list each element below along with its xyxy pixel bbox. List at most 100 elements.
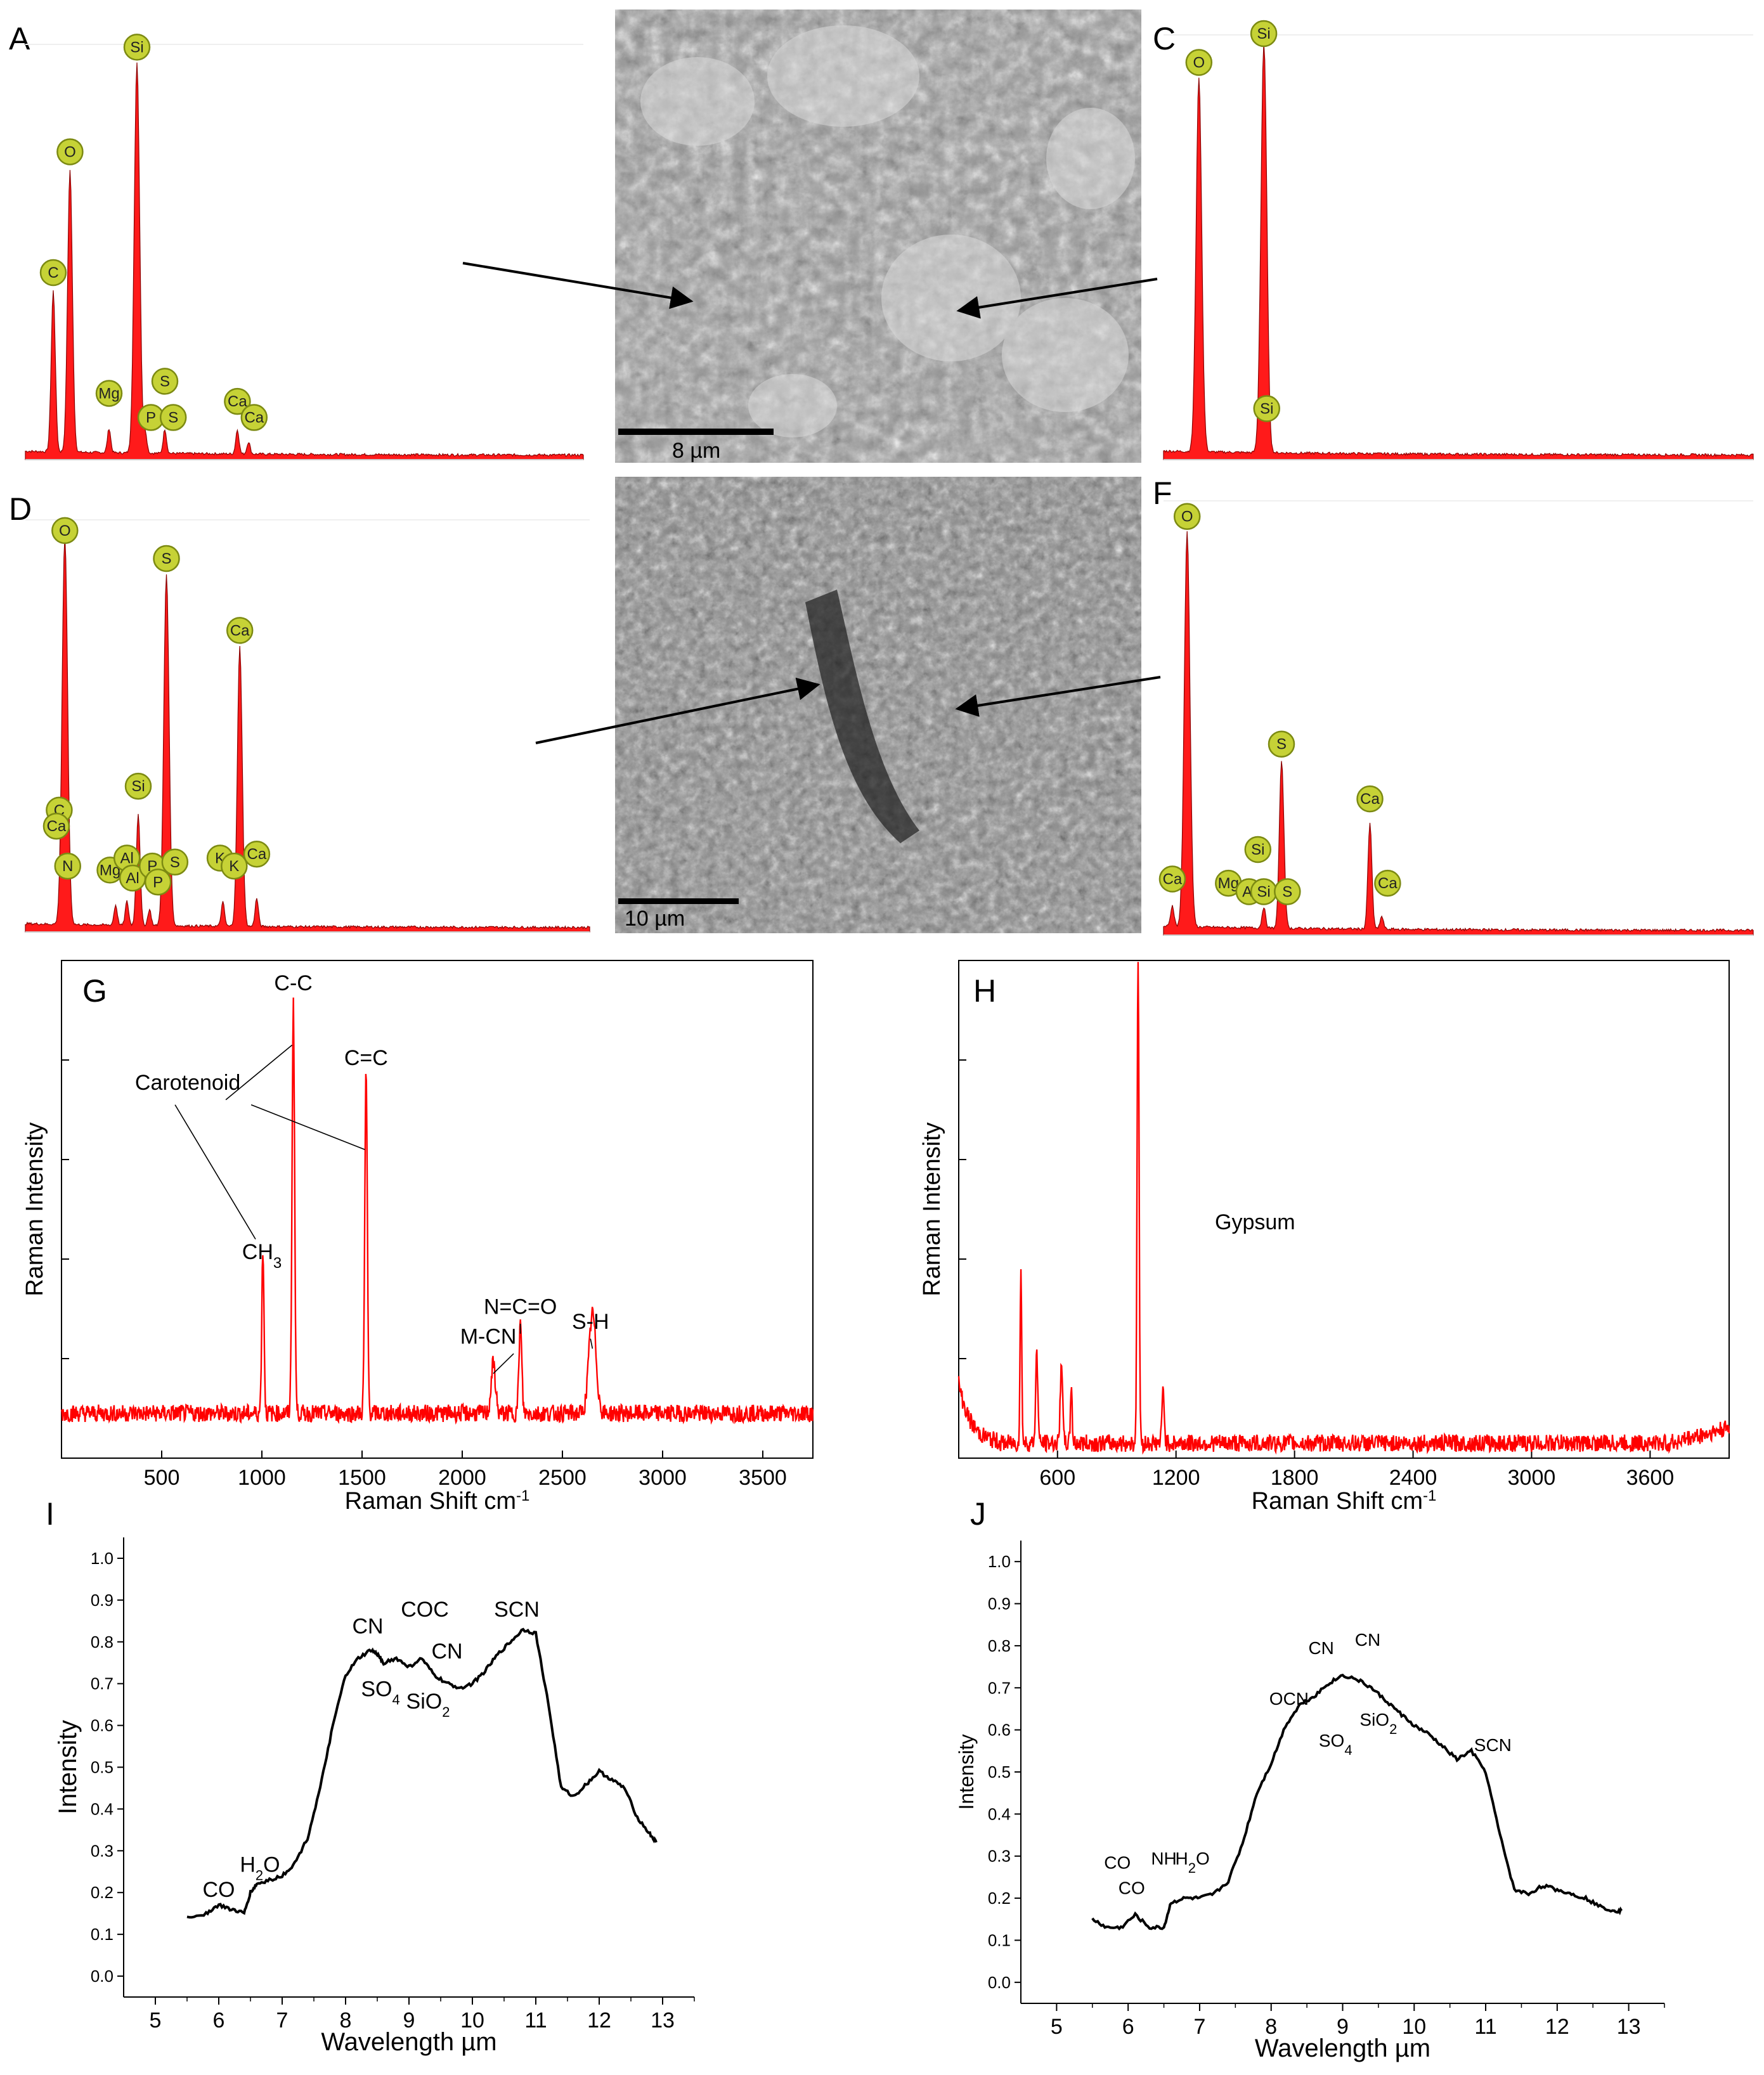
x-tick-label: 2500 (538, 1466, 587, 1490)
band-annotation: NH (1151, 1849, 1176, 1868)
annotation-leader (250, 1104, 365, 1151)
x-tick-label: 9 (403, 2008, 415, 2033)
element-marker: O (51, 517, 79, 545)
panel-label-g: G (82, 973, 107, 1009)
x-tick-label: 11 (524, 2008, 547, 2033)
element-label: O (64, 143, 76, 160)
y-axis-label: Intensity (54, 1720, 82, 1814)
element-label: Al (120, 850, 134, 867)
annotation-leader (174, 1104, 256, 1240)
band-annotation: SiO2 (406, 1690, 450, 1720)
element-marker: S (1274, 878, 1301, 905)
band-annotation: CN (1355, 1630, 1380, 1650)
panel-label-c: C (1153, 21, 1176, 56)
element-label: S (1282, 883, 1292, 900)
edx-trace (25, 62, 584, 460)
element-marker: Ca (1158, 865, 1186, 893)
element-label: O (1181, 508, 1193, 526)
element-marker: Ca (224, 387, 251, 415)
element-marker: P (144, 869, 172, 896)
band-annotation: H2O (1176, 1849, 1210, 1876)
element-marker: Si (1244, 836, 1272, 863)
element-marker: Si (1250, 878, 1278, 905)
sem-image-b: 8 µm (615, 10, 1141, 463)
band-annotation: SO4 (1319, 1731, 1352, 1758)
element-marker: Al (113, 844, 141, 872)
ir-trace (1091, 1673, 1623, 1931)
y-tick-label: 0.6 (988, 1721, 1011, 1740)
x-tick-label: 3000 (1508, 1466, 1556, 1490)
element-marker: Si (123, 34, 151, 61)
y-tick-label: 0.9 (91, 1591, 113, 1610)
band-annotation: COC (401, 1598, 449, 1622)
element-label: O (59, 522, 71, 540)
element-marker: Si (124, 772, 152, 800)
element-label: N (62, 858, 73, 875)
x-axis-label: Wavelength µm (1255, 2034, 1430, 2062)
element-label: Mg (98, 385, 119, 402)
element-label: C (48, 264, 58, 281)
edx-trace (1163, 531, 1754, 936)
band-annotation: CO (203, 1878, 235, 1902)
arrow-a-to-b (462, 262, 694, 309)
scale-bar (618, 429, 774, 435)
band-annotation: SiO2 (1359, 1710, 1397, 1737)
element-label: S (161, 550, 171, 567)
y-axis-label: Raman Intensity (919, 1122, 945, 1296)
element-label: Si (130, 39, 143, 56)
element-marker: O (1173, 503, 1201, 530)
element-label: Al (126, 870, 139, 887)
element-marker: C (39, 259, 67, 287)
panel-label-f: F (1153, 475, 1172, 511)
x-tick-label: 12 (1545, 2015, 1569, 2039)
panel-label-h: H (973, 973, 996, 1009)
y-tick-label: 1.0 (988, 1552, 1011, 1571)
element-label: Ca (230, 622, 250, 639)
y-tick-label: 0.1 (988, 1930, 1011, 1949)
x-axis-label: Raman Shift cm-1 (1252, 1487, 1437, 1515)
element-label: Mg (1218, 875, 1239, 892)
x-tick-label: 8 (1265, 2015, 1277, 2039)
edx-spectrum-c: O Si Si (1163, 20, 1754, 460)
x-tick-label: 8 (340, 2008, 352, 2033)
ir-plot-j: 0.0 0.1 0.2 0.3 0.4 0.5 0.6 0.7 0.8 0.9 1.0 5 6 7 8 9 10… (955, 1541, 1665, 2062)
y-tick-label: 0.8 (91, 1632, 113, 1652)
scale-bar (618, 898, 739, 904)
plot-frame (958, 960, 1730, 1459)
y-tick-label: 0.4 (91, 1799, 113, 1818)
element-marker: Ca (226, 617, 254, 644)
plot-frame (61, 960, 814, 1459)
y-tick-label: 1.0 (91, 1549, 113, 1568)
raman-plot-g: 500 1000 1500 2000 2500 3000 3500 Raman Shift c… (22, 960, 814, 1515)
band-annotation: H2O (240, 1852, 280, 1883)
element-marker: S (153, 545, 180, 572)
element-marker: O (1185, 49, 1213, 76)
panel-label-i: I (46, 1496, 55, 1532)
element-marker: Ca (1356, 785, 1384, 813)
y-axis-label: Intensity (955, 1734, 978, 1809)
x-tick-label: 1200 (1152, 1466, 1200, 1490)
element-label: Ca (247, 846, 267, 863)
y-tick-label: 0.5 (988, 1762, 1011, 1781)
ir-plot-i: 0.0 0.1 0.2 0.3 0.4 0.5 0.6 0.7 0.8 0.9 1.0 5 6 7 8 9 10… (54, 1537, 695, 2056)
element-label: K (229, 858, 239, 875)
element-label: Ca (228, 393, 247, 410)
peak-annotation: Gypsum (1215, 1210, 1295, 1234)
element-marker: S (159, 404, 187, 431)
scale-label-e: 10 µm (625, 907, 685, 931)
band-annotation: SCN (494, 1598, 540, 1622)
arrow-f-to-e (955, 676, 1161, 717)
element-marker: S (161, 848, 189, 876)
x-tick-label: 6 (1122, 2015, 1134, 2039)
raman-trace (60, 997, 814, 1425)
peak-annotation: C-C (274, 971, 312, 995)
y-tick-label: 0.3 (91, 1841, 113, 1860)
peak-annotation: M-CN (460, 1324, 517, 1348)
element-marker: Si (1253, 395, 1280, 422)
element-label: S (170, 854, 180, 871)
element-label: Ca (1378, 875, 1398, 892)
peak-annotation: N=C=O (484, 1295, 557, 1319)
element-marker: K (221, 852, 248, 880)
